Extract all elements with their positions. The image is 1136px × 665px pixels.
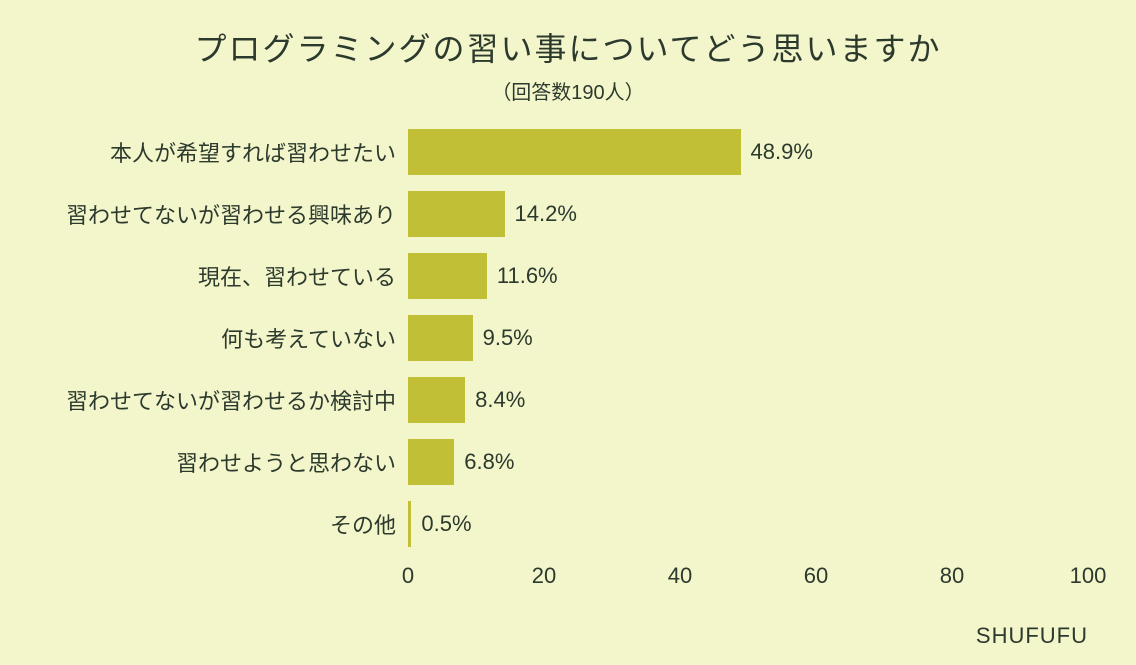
- bar-track: 8.4%: [408, 377, 1088, 423]
- bar-track: 9.5%: [408, 315, 1088, 361]
- bar-track: 11.6%: [408, 253, 1088, 299]
- bar-fill: [408, 377, 465, 423]
- axis-tick: 40: [668, 563, 692, 589]
- bar-label: 習わせてないが習わせるか検討中: [48, 384, 408, 416]
- chart-subtitle: （回答数190人）: [48, 76, 1088, 105]
- bar-row: 何も考えていない 9.5%: [48, 315, 1088, 361]
- bar-row: 本人が希望すれば習わせたい 48.9%: [48, 129, 1088, 175]
- axis-tick: 100: [1070, 563, 1107, 589]
- bar-value: 8.4%: [475, 387, 525, 413]
- bar-fill: [408, 191, 505, 237]
- axis-tick: 60: [804, 563, 828, 589]
- bar-label: 何も考えていない: [48, 322, 408, 354]
- bar-row: 習わせてないが習わせる興味あり 14.2%: [48, 191, 1088, 237]
- axis-tick: 20: [532, 563, 556, 589]
- bar-row: 習わせようと思わない 6.8%: [48, 439, 1088, 485]
- axis-tick: 0: [402, 563, 414, 589]
- bar-fill: [408, 253, 487, 299]
- bar-track: 14.2%: [408, 191, 1088, 237]
- bar-fill: [408, 315, 473, 361]
- bar-fill: [408, 129, 741, 175]
- bar-track: 48.9%: [408, 129, 1088, 175]
- bar-value: 9.5%: [483, 325, 533, 351]
- bar-row: 現在、習わせている 11.6%: [48, 253, 1088, 299]
- bar-label: 習わせてないが習わせる興味あり: [48, 198, 408, 230]
- bar-fill: [408, 439, 454, 485]
- bar-track: 0.5%: [408, 501, 1088, 547]
- bar-track: 6.8%: [408, 439, 1088, 485]
- chart-title: プログラミングの習い事についてどう思いますか: [48, 24, 1088, 70]
- attribution: SHUFUFU: [976, 623, 1088, 649]
- bar-value: 48.9%: [751, 139, 813, 165]
- axis-tick: 80: [940, 563, 964, 589]
- bar-label: 本人が希望すれば習わせたい: [48, 136, 408, 168]
- bar-value: 11.6%: [497, 263, 558, 289]
- chart-container: プログラミングの習い事についてどう思いますか （回答数190人） 本人が希望すれ…: [0, 0, 1136, 665]
- x-axis: 0 20 40 60 80 100: [48, 563, 1088, 593]
- bar-label: 現在、習わせている: [48, 260, 408, 292]
- bar-value: 6.8%: [464, 449, 514, 475]
- bar-label: 習わせようと思わない: [48, 446, 408, 478]
- bar-value: 14.2%: [515, 201, 577, 227]
- axis-ticks: 0 20 40 60 80 100: [408, 563, 1088, 593]
- bar-fill: [408, 501, 411, 547]
- bar-row: その他 0.5%: [48, 501, 1088, 547]
- bar-value: 0.5%: [421, 511, 471, 537]
- bar-label: その他: [48, 508, 408, 540]
- bars-area: 本人が希望すれば習わせたい 48.9% 習わせてないが習わせる興味あり 14.2…: [48, 129, 1088, 593]
- bar-row: 習わせてないが習わせるか検討中 8.4%: [48, 377, 1088, 423]
